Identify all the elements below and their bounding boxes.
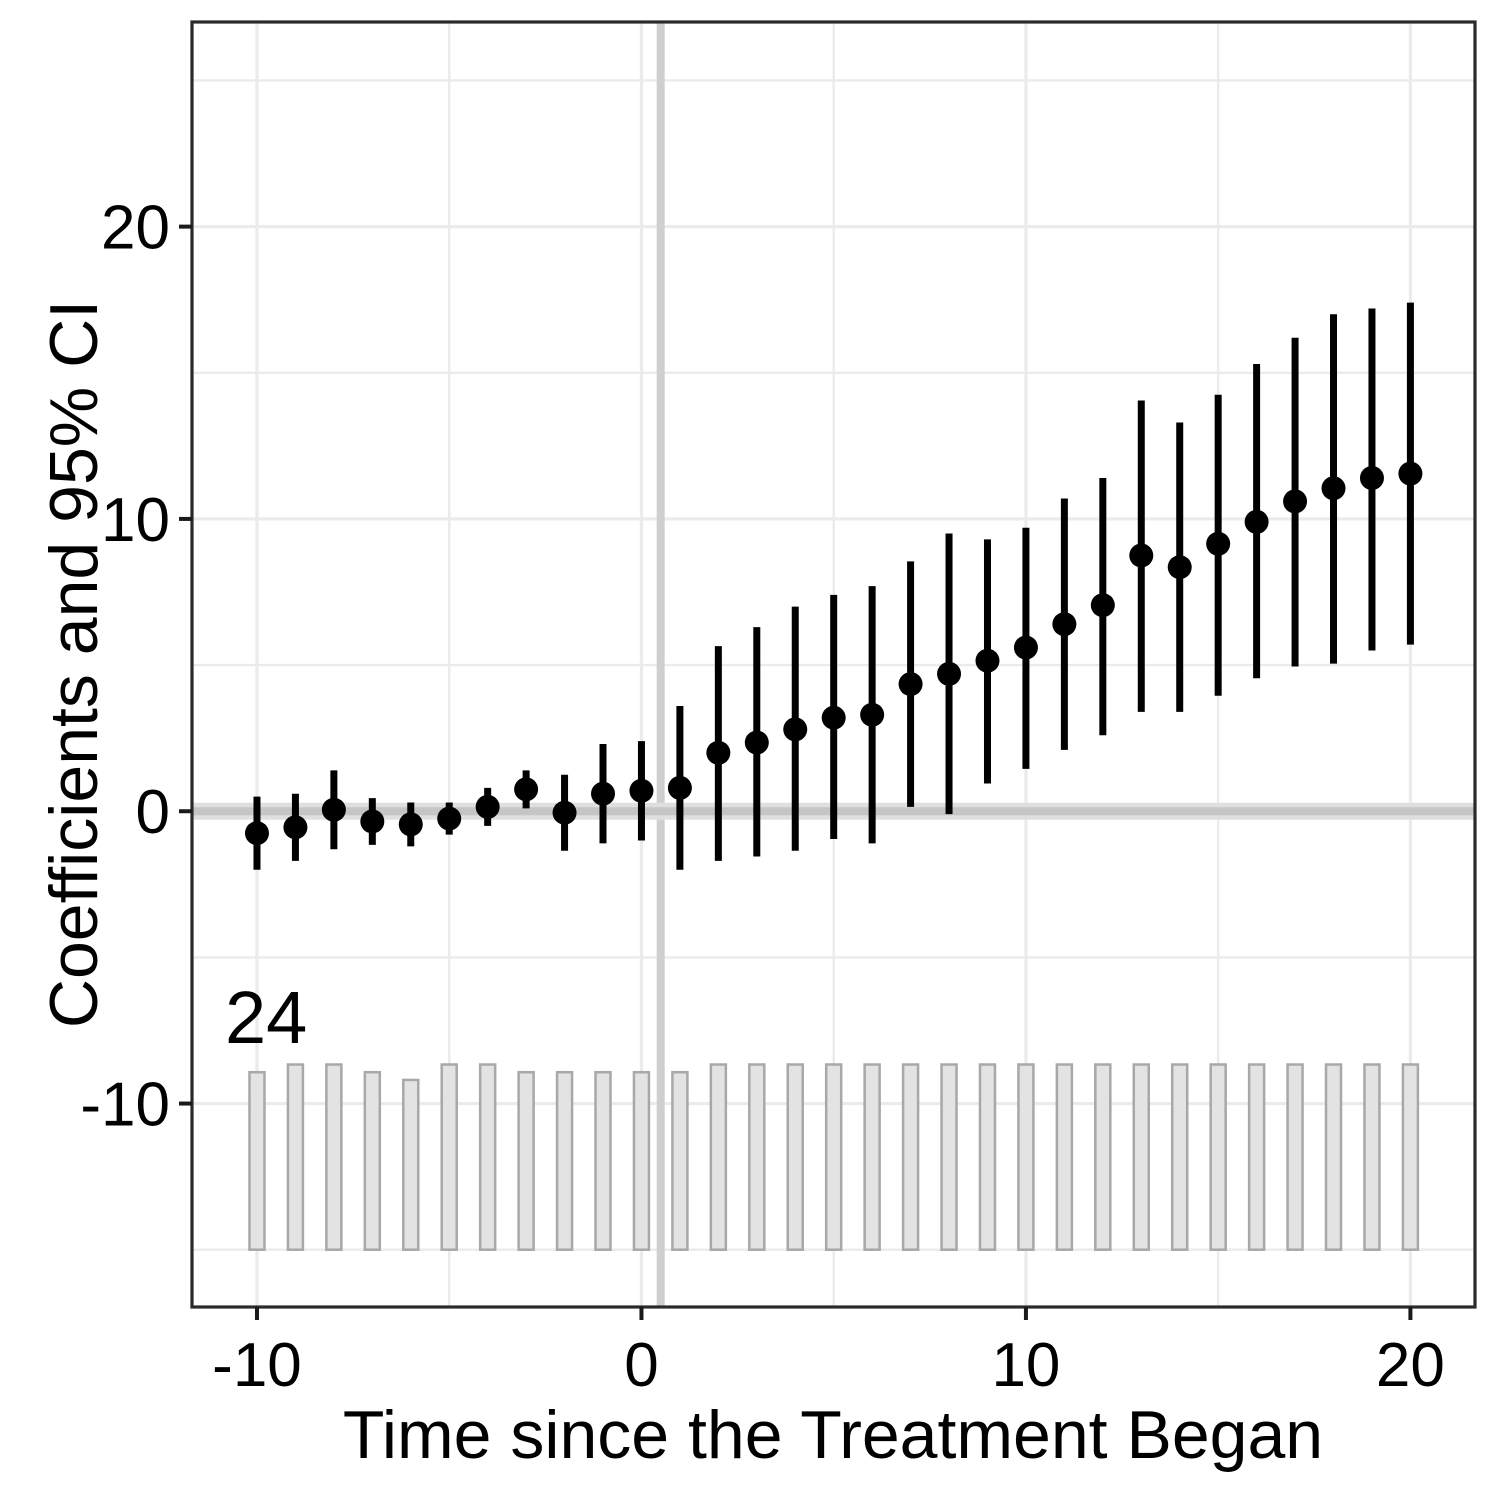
y-tick-label: -10 xyxy=(80,1071,170,1140)
axis-ticks: -10 0 10 20 -10 0 10 20 xyxy=(80,194,1445,1400)
coefficient-point xyxy=(860,702,885,727)
count-bar xyxy=(286,1063,305,1251)
coefficient-point xyxy=(744,730,769,755)
coefficient-point xyxy=(514,777,539,802)
count-bar xyxy=(940,1063,958,1251)
count-bar xyxy=(363,1070,382,1251)
y-axis-title-text: Coefficients and 95% CI xyxy=(36,299,112,1029)
coefficient-point xyxy=(321,797,346,822)
coefficient-point xyxy=(1244,509,1269,534)
count-bar xyxy=(901,1063,920,1251)
count-bar xyxy=(478,1063,497,1251)
coefficient-point xyxy=(937,661,962,686)
coefficient-point xyxy=(898,672,923,697)
count-bar xyxy=(671,1070,689,1251)
coefficient-point xyxy=(475,794,500,819)
panel-border xyxy=(190,20,1477,1309)
count-bar xyxy=(824,1063,843,1251)
y-tick-label: 0 xyxy=(136,778,170,847)
count-bar xyxy=(786,1063,804,1251)
count-bar xyxy=(1209,1063,1227,1251)
coefficient-point xyxy=(1167,555,1192,580)
count-bar xyxy=(1286,1063,1304,1251)
count-bar xyxy=(1324,1063,1343,1251)
count-bar xyxy=(632,1070,651,1251)
count-bar xyxy=(440,1063,458,1251)
count-bar xyxy=(709,1063,728,1251)
coefficient-point xyxy=(398,812,423,837)
coefficient-point xyxy=(1321,476,1346,501)
y-tick-label: 10 xyxy=(101,486,170,555)
count-bar xyxy=(517,1070,535,1251)
coefficient-point xyxy=(283,815,308,840)
coefficient-point xyxy=(244,821,269,846)
count-bar xyxy=(594,1070,612,1251)
coefficient-point xyxy=(1013,635,1038,660)
count-bar xyxy=(748,1063,766,1251)
count-bar xyxy=(1363,1063,1381,1251)
x-tick-label: 20 xyxy=(1376,1331,1445,1400)
count-bar xyxy=(863,1063,881,1251)
count-bar xyxy=(1247,1063,1266,1251)
count-bar xyxy=(555,1070,574,1251)
coefficient-point xyxy=(360,809,385,834)
histogram-max-count-label: 24 xyxy=(225,976,308,1059)
coefficient-point xyxy=(706,740,731,765)
x-tick-label: 10 xyxy=(991,1331,1060,1400)
coefficient-point xyxy=(1052,612,1077,637)
count-bar xyxy=(1401,1063,1420,1251)
x-tick-label: -10 xyxy=(212,1331,302,1400)
x-axis-title: Time since the Treatment Began xyxy=(342,1397,1324,1473)
coefficient-point xyxy=(552,800,577,825)
coefficient-point xyxy=(591,781,616,806)
coefficient-point xyxy=(1090,593,1115,618)
coefficient-point xyxy=(821,705,846,730)
coefficient-point xyxy=(783,717,808,742)
count-bar xyxy=(1094,1063,1112,1251)
unit-count-histogram xyxy=(248,1063,1420,1251)
coefficient-point xyxy=(1206,531,1231,556)
count-bar xyxy=(1017,1063,1035,1251)
x-tick-label: 0 xyxy=(624,1331,658,1400)
count-bar xyxy=(1132,1063,1151,1251)
count-bar xyxy=(325,1063,343,1251)
coefficient-point xyxy=(667,775,692,800)
coefficient-point xyxy=(1398,461,1423,486)
coefficient-point xyxy=(1129,543,1154,568)
count-bar xyxy=(1055,1063,1074,1251)
count-bar xyxy=(1170,1063,1189,1251)
coefficient-pointranges xyxy=(244,302,1423,870)
y-tick-label: 20 xyxy=(101,194,170,263)
count-bar xyxy=(402,1078,420,1251)
coefficient-point xyxy=(629,778,654,803)
coefficient-point xyxy=(437,806,462,831)
count-bar xyxy=(248,1070,266,1251)
coefficient-point xyxy=(975,648,1000,673)
treatment-start-line xyxy=(656,22,665,1307)
coefficient-point xyxy=(1283,489,1308,514)
count-bar xyxy=(978,1063,997,1251)
coefficient-point xyxy=(1359,466,1384,491)
